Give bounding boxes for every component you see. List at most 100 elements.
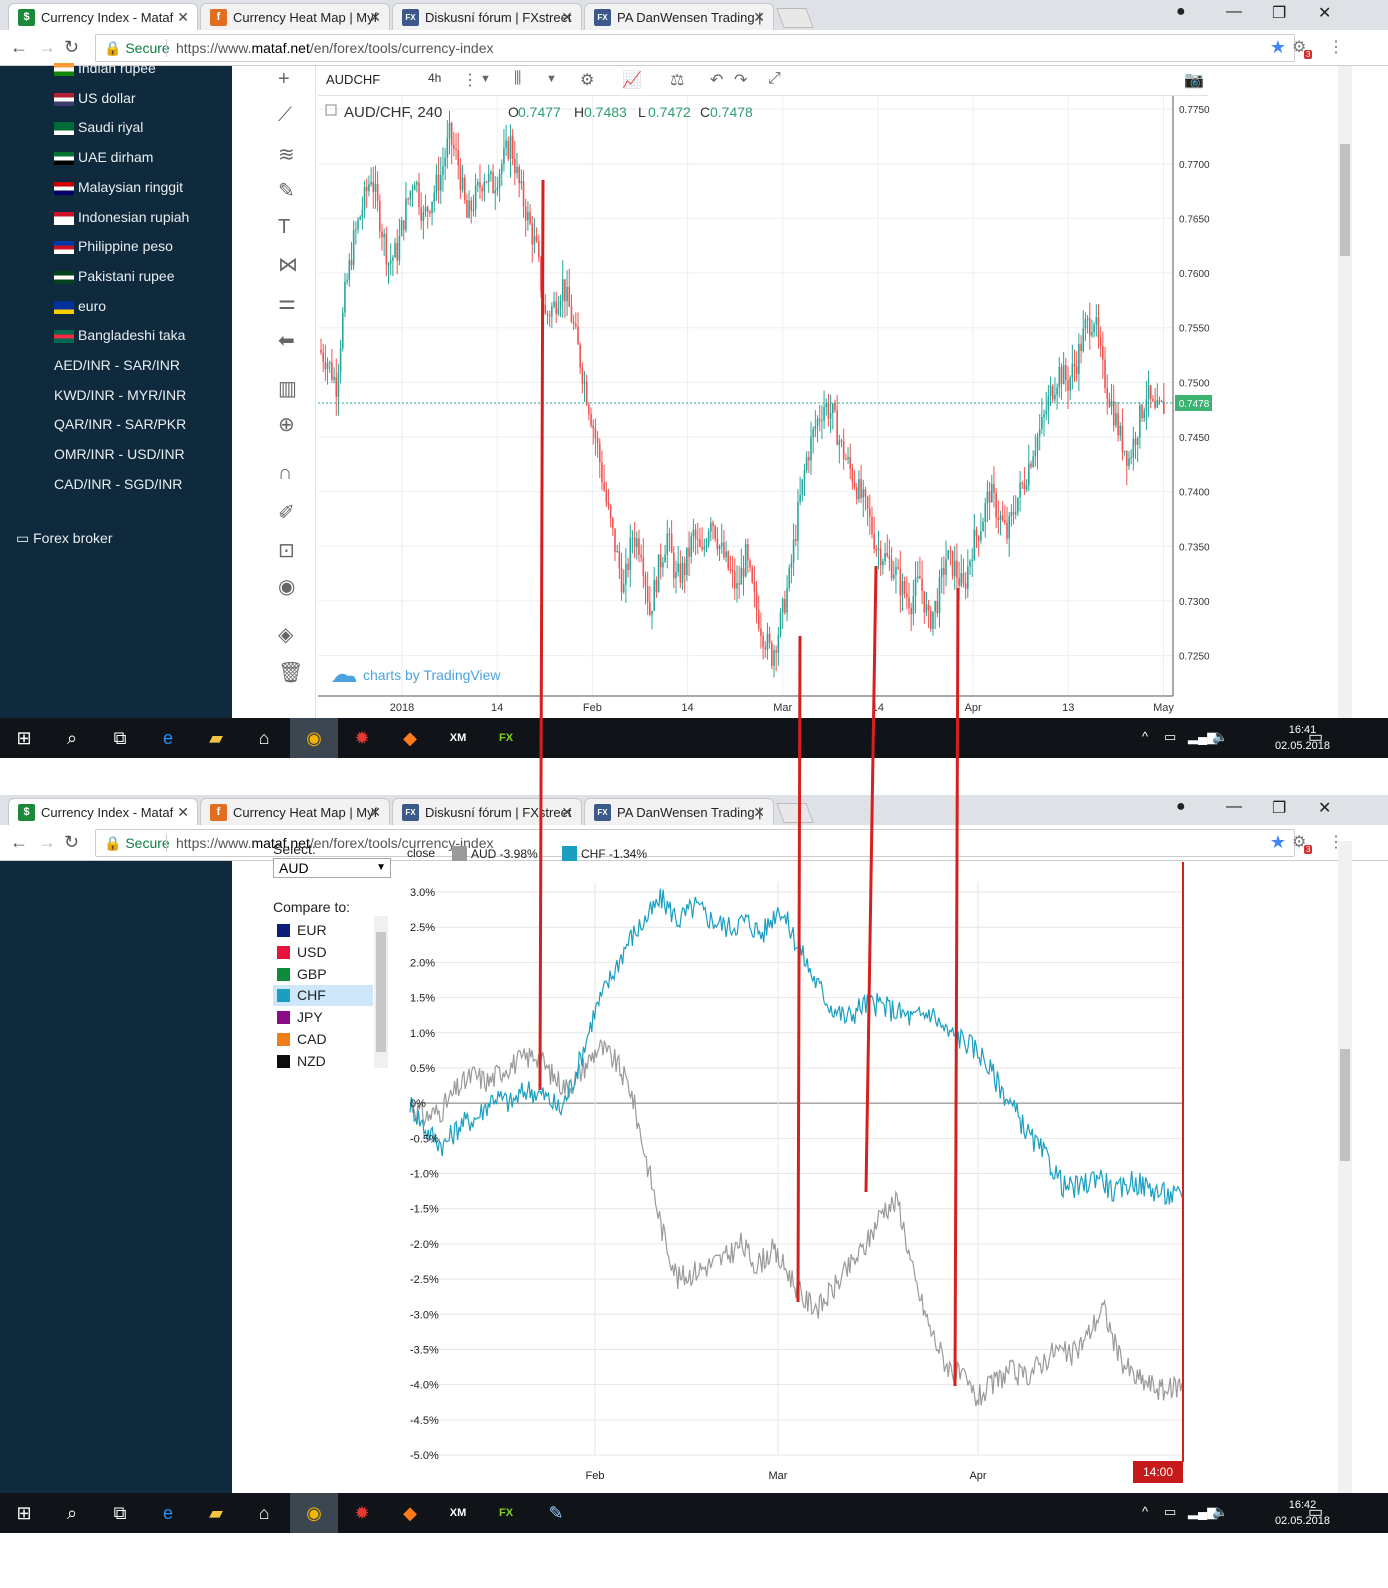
edge-icon[interactable]: e (162, 728, 173, 748)
sidebar-item[interactable]: euro (78, 297, 107, 314)
tab-danwensen[interactable]: FX PA DanWensen Trading | ✕ (584, 3, 774, 30)
currency-select[interactable]: AUD ▼ (273, 858, 391, 878)
search-icon[interactable]: ⌕ (66, 1503, 78, 1523)
tab-fxstreet[interactable]: FX Diskusní fórum | FXstreet ✕ (392, 798, 582, 825)
minimize-icon[interactable]: — (1226, 798, 1242, 815)
currency-index-chart[interactable]: 3.0% 2.5% 2.0% 1.5% 1.0% 0.5% 0% -0.5% -1.0% -1.5… (400, 860, 1190, 1490)
tab-fxstreet[interactable]: FX Diskusní fórum | FXstreet ✕ (392, 3, 582, 30)
back-icon[interactable]: ← (10, 37, 28, 57)
close-window-icon[interactable]: ✕ (1318, 5, 1332, 22)
reload-icon[interactable]: ↻ (64, 832, 80, 852)
bookmark-star-icon[interactable]: ★ (1269, 832, 1286, 852)
notification-icon[interactable]: ▭ (1308, 1504, 1324, 1521)
camera-icon[interactable]: 📷 (1184, 72, 1204, 89)
minimize-icon[interactable]: — (1226, 3, 1242, 20)
sidebar-item[interactable]: US dollar (78, 89, 136, 106)
task-view-icon[interactable]: ⧉ (113, 728, 127, 748)
indicators-icon[interactable]: 📈 (622, 72, 642, 89)
compare-item[interactable]: CHF (273, 985, 373, 1007)
chrome-icon[interactable]: ◉ (306, 728, 322, 748)
compare-item[interactable]: NZD (273, 1051, 373, 1072)
sidebar-item[interactable]: OMR/INR - USD/INR (54, 446, 185, 463)
extension-icon[interactable]: ⚙ (1292, 39, 1307, 56)
clock[interactable]: 16:42 02.05.2018 (1274, 1499, 1330, 1527)
measure-icon[interactable]: ⚌ (278, 292, 296, 314)
zoom-icon[interactable]: ⊕ (278, 414, 295, 436)
compare-icon[interactable]: ⚖ (670, 72, 685, 89)
compare-list[interactable]: EUR USD GBP CHF JPY CAD NZD (273, 916, 388, 1069)
menu-icon[interactable]: ⋮ (1328, 39, 1344, 56)
windows-start-icon[interactable]: ⊞ (16, 1503, 32, 1523)
edge-icon[interactable]: e (162, 1503, 173, 1523)
sidebar-item[interactable]: Malaysian ringgit (78, 178, 184, 195)
sidebar-item[interactable]: AED/INR - SAR/INR (54, 357, 181, 373)
redo-icon[interactable]: ↷ (734, 72, 748, 89)
close-icon[interactable]: ✕ (561, 804, 573, 820)
scroll-thumb[interactable] (1340, 1049, 1350, 1161)
sidebar-item[interactable]: Saudi riyal (78, 119, 144, 136)
forward-icon[interactable]: → (38, 832, 56, 852)
sidebar-item[interactable]: QAR/INR - SAR/PKR (54, 416, 187, 433)
eye-icon[interactable]: ◉ (278, 576, 296, 598)
trash-icon[interactable]: 🗑 (278, 662, 304, 684)
clock[interactable]: 16:41 02.05.2018 (1274, 724, 1330, 752)
tab-mataf[interactable]: $ Currency Index - Mataf ✕ (8, 798, 198, 825)
more-icon[interactable]: ⋮ (462, 72, 478, 89)
scroll-thumb[interactable] (1340, 144, 1350, 256)
tab-mataf[interactable]: $ Currency Index - Mataf ✕ (8, 3, 198, 30)
fib-tool-icon[interactable]: ≋ (278, 144, 295, 166)
settings-gear-icon[interactable]: ⚙ (580, 72, 595, 89)
volume-icon[interactable]: 🔈 (1212, 1504, 1229, 1519)
fullscreen-icon[interactable]: ⤢ (768, 70, 781, 87)
close-icon[interactable]: ✕ (177, 804, 189, 820)
extension-icon[interactable]: ⚙ (1292, 834, 1307, 851)
windows-start-icon[interactable]: ⊞ (16, 728, 32, 748)
back-icon[interactable]: ← (10, 832, 28, 852)
forex-broker-link[interactable]: ▭ Forex broker (16, 530, 113, 546)
sidebar-item[interactable]: Indonesian rupiah (78, 208, 190, 225)
app-gear-icon[interactable]: ✹ (354, 728, 370, 748)
compare-item[interactable]: GBP (273, 964, 373, 985)
fx-app-icon[interactable]: FX (498, 732, 514, 744)
url-field[interactable]: 🔒 Secure https://www.mataf.net/en/forex/… (95, 829, 1295, 857)
undo-icon[interactable]: ↶ (710, 72, 724, 89)
candlestick-chart[interactable]: 0.7750 0.7700 0.7650 0.7600 0.7550 0.7500 0.74… (318, 96, 1212, 718)
lock-draw-icon[interactable]: ✐ (278, 502, 295, 524)
xm-icon[interactable]: XM (449, 732, 467, 744)
ruler-icon[interactable]: ▥ (278, 378, 297, 400)
task-view-icon[interactable]: ⧉ (113, 1503, 127, 1523)
sidebar-item[interactable]: Indian rupee (78, 60, 156, 76)
compare-item[interactable]: CAD (273, 1029, 373, 1050)
brush-icon[interactable]: ✎ (278, 180, 295, 202)
sidebar-item[interactable]: Philippine peso (78, 238, 173, 255)
notification-icon[interactable]: ▭ (1308, 729, 1324, 746)
tab-myfx[interactable]: f Currency Heat Map | Myf ✕ (200, 798, 390, 825)
magnet-icon[interactable]: ∩ (278, 462, 293, 484)
tab-danwensen[interactable]: FX PA DanWensen Trading | ✕ (584, 798, 774, 825)
profile-icon[interactable]: ● (1176, 3, 1186, 20)
sidebar-item[interactable]: Bangladeshi taka (78, 327, 186, 344)
url-field[interactable]: 🔒 Secure https://www.mataf.net/en/forex/… (95, 34, 1295, 62)
search-icon[interactable]: ⌕ (66, 728, 78, 748)
page-scrollbar[interactable] (1338, 66, 1352, 718)
app-orange-icon[interactable]: ◆ (403, 1503, 417, 1523)
new-tab-button[interactable] (776, 803, 814, 823)
legend-chf[interactable]: CHF -1.34% (562, 846, 647, 861)
app-gear-icon[interactable]: ✹ (354, 1503, 370, 1523)
legend-aud[interactable]: AUD -3.98% (452, 846, 538, 861)
profile-icon[interactable]: ● (1176, 798, 1186, 815)
symbol-input[interactable]: AUDCHF (326, 72, 381, 87)
list-scrollbar[interactable] (374, 916, 388, 1068)
maximize-icon[interactable]: ❐ (1272, 800, 1287, 817)
interval-select[interactable]: 4h (428, 71, 442, 85)
sidebar-item[interactable]: UAE dirham (78, 149, 154, 166)
tab-myfx[interactable]: f Currency Heat Map | Myf ✕ (200, 3, 390, 30)
crosshair-icon[interactable]: + (278, 68, 290, 90)
fx-app-icon[interactable]: FX (498, 1507, 514, 1519)
volume-icon[interactable]: 🔈 (1212, 729, 1229, 744)
app-orange-icon[interactable]: ◆ (403, 728, 417, 748)
close-icon[interactable]: ✕ (369, 804, 381, 820)
text-tool-icon[interactable]: T (278, 216, 291, 238)
close-icon[interactable]: ✕ (561, 9, 573, 25)
chevron-down-icon[interactable]: ▼ (546, 73, 557, 85)
